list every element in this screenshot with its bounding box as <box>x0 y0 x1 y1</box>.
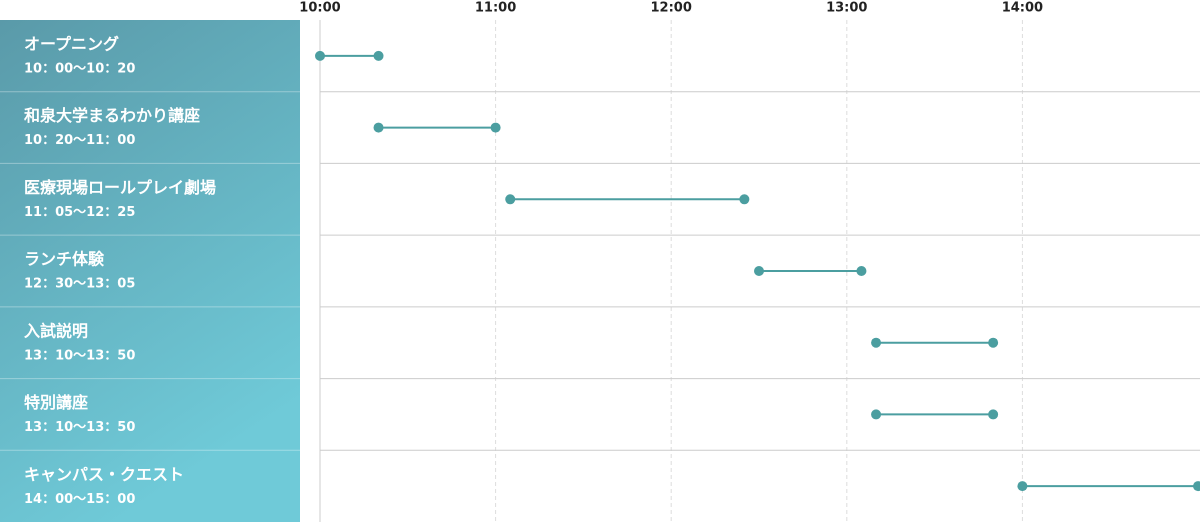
task-time: 13：10〜13：50 <box>24 348 135 363</box>
x-tick-label: 11:00 <box>475 1 516 16</box>
task-name: 医療現場ロールプレイ劇場 <box>24 178 216 197</box>
task-name: キャンパス・クエスト <box>24 465 184 484</box>
task-name: 特別講座 <box>24 393 88 412</box>
x-tick-label: 13:00 <box>826 1 867 16</box>
x-tick-label: 10:00 <box>299 1 340 16</box>
end-dot <box>988 409 999 420</box>
end-dot <box>988 337 999 348</box>
x-tick-label: 12:00 <box>651 1 692 16</box>
task-time: 14：00〜15：00 <box>24 492 135 507</box>
end-dot <box>739 194 750 205</box>
task-time: 13：10〜13：50 <box>24 420 135 435</box>
task-name: ランチ体験 <box>24 250 105 269</box>
task-time: 10：00〜10：20 <box>24 62 135 77</box>
start-dot <box>505 194 516 205</box>
label-panel <box>0 20 300 522</box>
x-tick-label: 14:00 <box>1002 1 1043 16</box>
end-dot <box>490 122 501 133</box>
start-dot <box>1017 481 1028 492</box>
end-dot <box>1193 481 1200 492</box>
task-name: 入試説明 <box>24 321 88 340</box>
task-time: 10：20〜11：00 <box>24 133 135 148</box>
end-dot <box>373 50 384 61</box>
start-dot <box>315 50 325 61</box>
start-dot <box>373 122 384 133</box>
task-name: 和泉大学まるわかり講座 <box>24 106 200 125</box>
start-dot <box>871 409 882 420</box>
task-time: 12：30〜13：05 <box>24 277 135 292</box>
start-dot <box>871 337 882 348</box>
end-dot <box>856 266 867 276</box>
start-dot <box>754 266 764 276</box>
task-name: オープニング <box>24 35 119 54</box>
task-time: 11：05〜12：25 <box>24 205 135 220</box>
